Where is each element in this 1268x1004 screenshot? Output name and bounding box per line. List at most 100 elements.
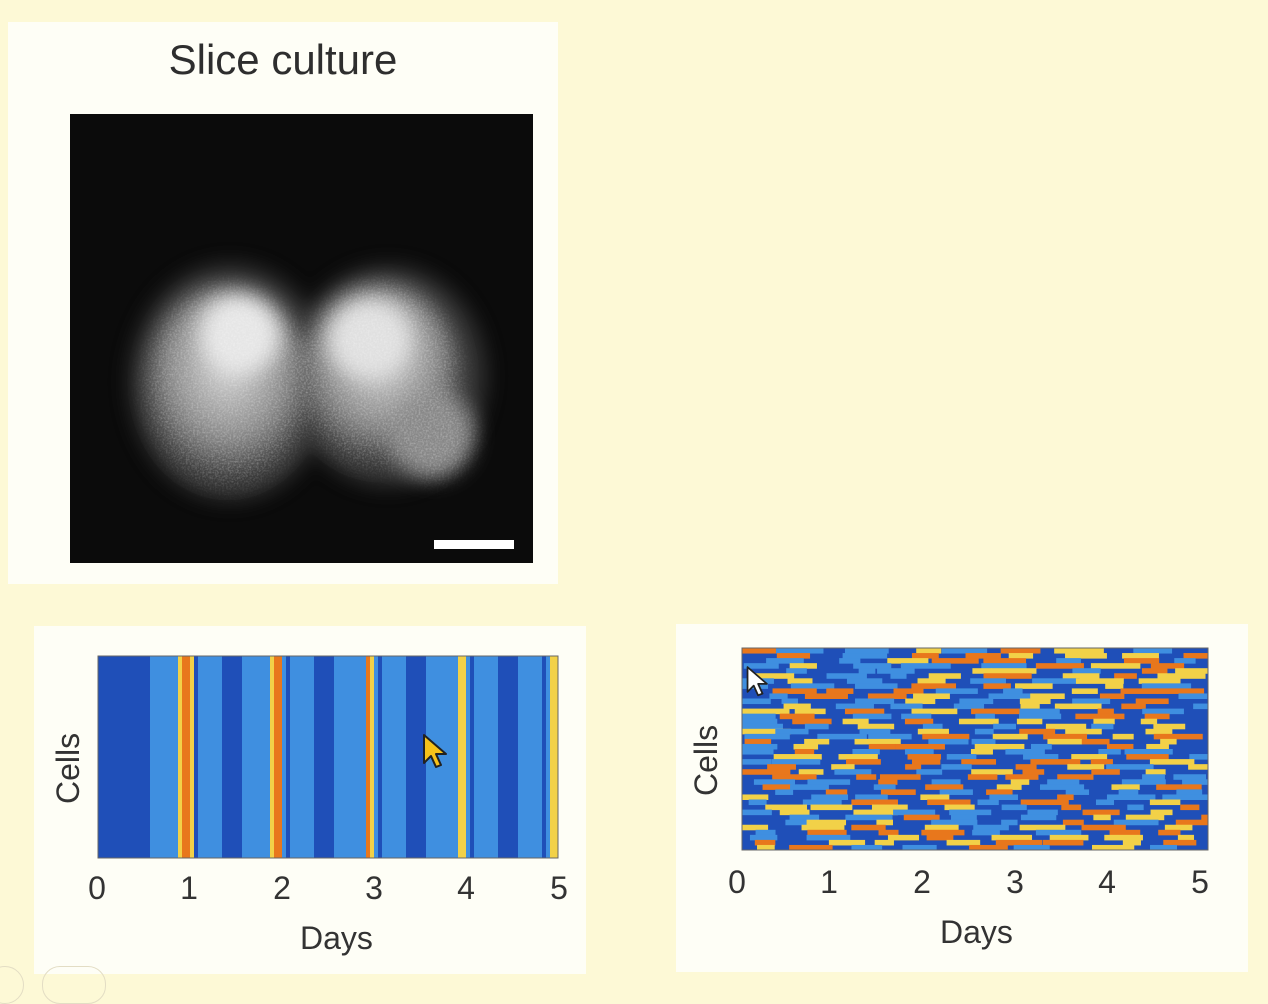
heatmap-cell <box>742 708 790 715</box>
heatmap-cell <box>926 834 954 841</box>
heatmap-cell <box>873 784 896 790</box>
scale-bar <box>434 540 514 549</box>
raster-left-x-label: Days <box>300 920 373 956</box>
heatmap-cell <box>853 663 892 669</box>
heatmap-cell <box>806 819 847 826</box>
heatmap-column <box>170 656 175 858</box>
heatmap-cell <box>905 698 936 705</box>
heatmap-column <box>350 656 355 858</box>
heatmap-cell <box>1010 779 1030 785</box>
raster-right-tick-5: 5 <box>1191 864 1209 900</box>
heatmap-column <box>338 656 343 858</box>
heatmap-column <box>374 656 379 858</box>
heatmap-cell <box>772 774 817 780</box>
heatmap-cell <box>950 814 977 821</box>
heatmap-cell <box>742 728 792 735</box>
heatmap-column <box>122 656 127 858</box>
heatmap-column <box>190 656 195 858</box>
heatmap-cell <box>1153 733 1203 740</box>
heatmap-column <box>458 656 463 858</box>
heatmap-cell <box>766 658 804 664</box>
heatmap-cell <box>781 698 798 705</box>
heatmap-column <box>274 656 279 858</box>
heatmap-cell <box>1015 683 1053 689</box>
heatmap-column <box>390 656 395 858</box>
heatmap-cell <box>779 713 815 720</box>
heatmap-column <box>158 656 163 858</box>
heatmap-cell <box>996 784 1022 790</box>
heatmap-column <box>294 656 299 858</box>
heatmap-cell <box>1072 668 1101 674</box>
heatmap-column <box>414 656 419 858</box>
heatmap-cell <box>842 718 869 725</box>
heatmap-column <box>118 656 123 858</box>
heatmap-cell <box>742 723 783 730</box>
heatmap-column <box>514 656 519 858</box>
heatmap-cell <box>1082 809 1120 816</box>
heatmap-cell <box>1123 658 1160 664</box>
heatmap-cell <box>1056 658 1081 664</box>
heatmap-column <box>194 656 199 858</box>
heatmap-column <box>334 656 339 858</box>
heatmap-cell <box>904 718 934 725</box>
heatmap-cell <box>973 824 1009 831</box>
heatmap-cell <box>1097 708 1114 715</box>
heatmap-column <box>250 656 255 858</box>
heatmap-cell <box>831 764 855 770</box>
raster-right-heatmap <box>741 647 1209 851</box>
slide-menu-button[interactable] <box>42 966 106 1004</box>
heatmap-cell <box>983 658 1027 664</box>
heatmap-column <box>134 656 139 858</box>
heatmap-column <box>174 656 179 858</box>
raster-left-tick-4: 4 <box>457 870 475 906</box>
heatmap-cell <box>776 653 811 659</box>
heatmap-cell <box>1035 663 1084 669</box>
heatmap-cell <box>1153 723 1186 730</box>
heatmap-column <box>346 656 351 858</box>
heatmap-cell <box>1032 678 1080 684</box>
heatmap-cell <box>1016 718 1043 725</box>
heatmap-cell <box>1105 683 1124 689</box>
heatmap-column <box>482 656 487 858</box>
heatmap-cell <box>880 789 916 795</box>
heatmap-cell <box>1092 844 1135 851</box>
heatmap-cell <box>742 743 778 750</box>
heatmap-cell <box>785 819 808 826</box>
heatmap-cell <box>804 723 829 730</box>
heatmap-cell <box>1075 713 1125 720</box>
heatmap-cell <box>913 693 950 699</box>
heatmap-cell <box>834 769 872 775</box>
heatmap-column <box>138 656 143 858</box>
heatmap-column <box>270 656 275 858</box>
heatmap-cell <box>890 673 907 679</box>
heatmap-cell <box>1141 668 1168 674</box>
heatmap-cell <box>826 673 867 679</box>
heatmap-column <box>386 656 391 858</box>
heatmap-cell <box>1020 703 1040 710</box>
heatmap-cell <box>920 794 950 800</box>
heatmap-cell <box>1065 728 1102 735</box>
heatmap-column <box>262 656 267 858</box>
heatmap-cell <box>1150 809 1173 816</box>
heatmap-cell <box>742 648 784 654</box>
heatmap-cell <box>935 688 978 694</box>
heatmap-cell <box>1030 693 1065 699</box>
heatmap-cell <box>941 648 988 654</box>
heatmap-cell <box>971 769 1013 775</box>
prev-slide-button[interactable] <box>0 966 24 1004</box>
heatmap-cell <box>1043 733 1088 740</box>
heatmap-cell <box>970 678 1006 684</box>
heatmap-cell <box>1071 754 1108 760</box>
heatmap-cell <box>776 648 824 654</box>
heatmap-cell <box>806 834 851 841</box>
heatmap-cell <box>851 824 886 831</box>
heatmap-cell <box>1124 749 1173 755</box>
heatmap-cell <box>1067 764 1105 770</box>
heatmap-cell <box>1042 839 1084 846</box>
heatmap-cell <box>794 749 815 755</box>
raster-left-tick-1: 1 <box>180 870 198 906</box>
heatmap-cell <box>1193 703 1208 710</box>
heatmap-cell <box>965 653 1001 659</box>
raster-left-tick-0: 0 <box>88 870 106 906</box>
heatmap-cell <box>1188 764 1208 770</box>
